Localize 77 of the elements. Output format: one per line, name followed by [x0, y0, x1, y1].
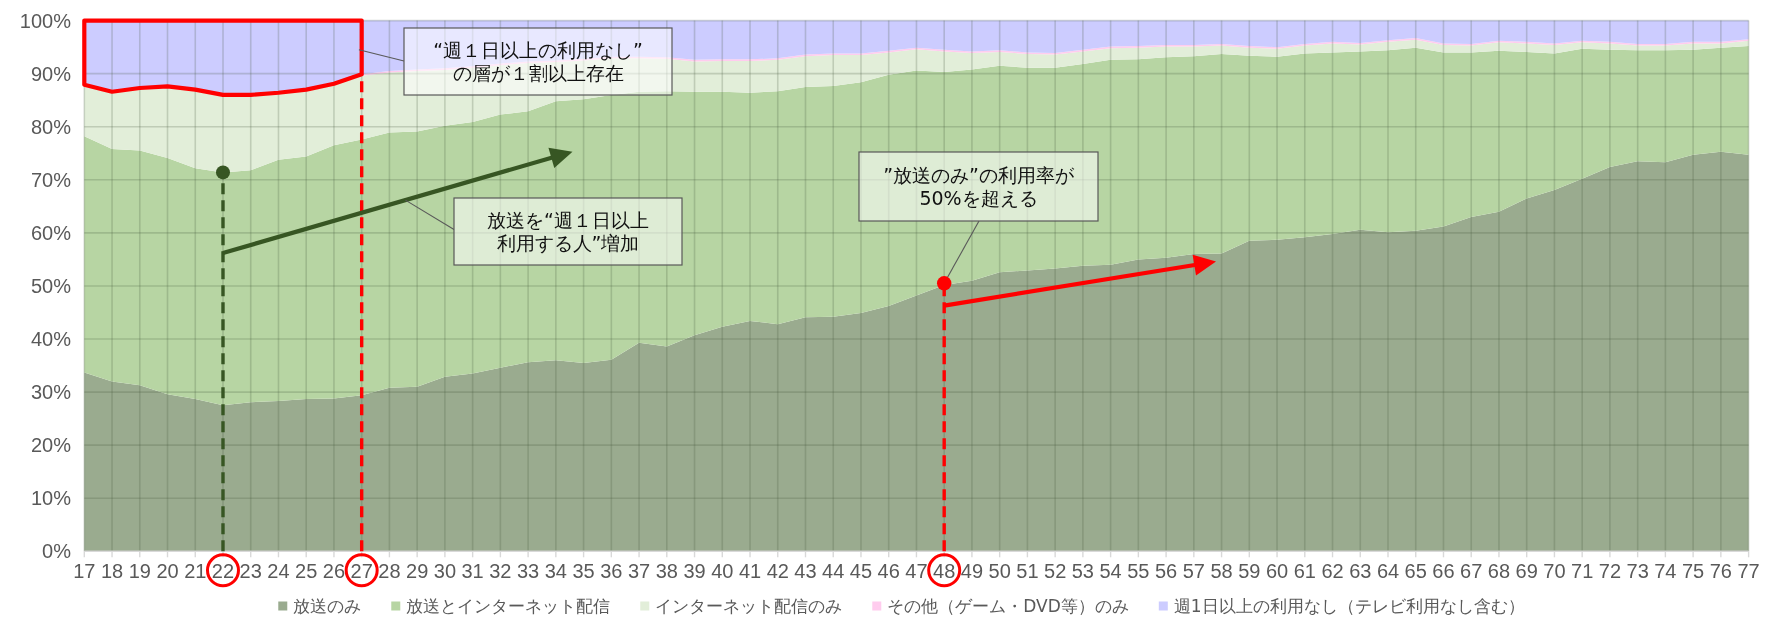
x-tick-label: 43 [794, 560, 817, 583]
x-tick-label: 20 [156, 560, 179, 583]
x-tick-label: 19 [128, 560, 151, 583]
x-tick-label: 55 [1127, 560, 1150, 583]
x-tick-label: 28 [378, 560, 401, 583]
x-tick-label: 37 [627, 560, 651, 583]
x-tick-label: 34 [544, 560, 567, 583]
y-tick-label: 70% [30, 168, 72, 191]
x-tick-label: 57 [1182, 560, 1205, 583]
annotation: “週１日以上の利用なし”の層が１割以上存在 [433, 39, 643, 84]
x-tick-label: 22 [211, 560, 235, 583]
x-tick-label: 18 [100, 560, 124, 583]
x-tick-label: 54 [1099, 560, 1122, 583]
x-tick-label: 64 [1376, 560, 1400, 583]
x-tick-label: 50 [988, 560, 1011, 583]
x-tick-label: 70 [1543, 560, 1566, 583]
x-tick-label: 49 [960, 560, 984, 583]
annotation: ”放送のみ”の利用率が50%を超える [883, 164, 1075, 209]
x-tick-label: 35 [572, 560, 595, 583]
x-tick-label: 42 [766, 560, 789, 583]
x-tick-label: 60 [1265, 560, 1289, 583]
x-tick-label: 23 [239, 560, 262, 583]
x-tick-label: 58 [1210, 560, 1233, 583]
x-tick-label: 24 [267, 560, 290, 583]
x-tick-label: 68 [1487, 560, 1511, 583]
x-tick-label: 65 [1404, 560, 1427, 583]
x-tick-label: 32 [489, 560, 512, 583]
y-tick-label: 100% [19, 9, 72, 32]
y-tick-label: 50% [30, 274, 72, 297]
x-tick-label: 45 [849, 560, 873, 583]
x-tick-label: 63 [1349, 560, 1372, 583]
x-tick-label: 56 [1154, 560, 1178, 583]
x-tick-label: 36 [600, 560, 623, 583]
x-tick-label: 27 [350, 560, 373, 583]
x-tick-label: 38 [655, 560, 678, 583]
x-tick-label: 77 [1737, 560, 1760, 583]
x-tick-label: 74 [1654, 560, 1677, 583]
y-tick-label: 60% [30, 221, 72, 244]
y-tick-label: 80% [30, 115, 72, 138]
x-tick-label: 31 [461, 560, 484, 583]
x-tick-label: 26 [322, 560, 346, 583]
x-tick-label: 17 [73, 560, 96, 583]
y-tick-label: 0% [42, 540, 72, 563]
x-tick-label: 30 [433, 560, 457, 583]
x-tick-label: 75 [1682, 560, 1705, 583]
x-tick-label: 53 [1071, 560, 1095, 583]
x-tick-label: 59 [1238, 560, 1261, 583]
annotation: 放送を“週１日以上利用する人”増加 [487, 209, 649, 254]
y-tick-label: 90% [30, 62, 72, 85]
x-tick-label: 52 [1044, 560, 1067, 583]
x-tick-label: 40 [711, 560, 734, 583]
y-tick-label: 30% [30, 381, 72, 404]
x-tick-label: 67 [1460, 560, 1483, 583]
x-tick-label: 25 [295, 560, 318, 583]
x-tick-label: 72 [1598, 560, 1622, 583]
x-tick-label: 73 [1626, 560, 1649, 583]
x-tick-label: 66 [1432, 560, 1455, 583]
x-tick-label: 71 [1571, 560, 1594, 583]
x-tick-label: 33 [516, 560, 540, 583]
y-tick-label: 10% [30, 487, 72, 510]
x-tick-label: 21 [184, 560, 207, 583]
y-tick-label: 20% [30, 434, 72, 457]
y-tick-label: 40% [30, 328, 72, 351]
x-tick-label: 47 [905, 560, 928, 583]
x-tick-label: 51 [1016, 560, 1039, 583]
x-tick-label: 62 [1321, 560, 1344, 583]
x-tick-label: 29 [406, 560, 429, 583]
annotation: 放送を“週１日以上利用する人”増加 [404, 197, 683, 266]
x-tick-label: 46 [877, 560, 900, 583]
x-tick-label: 61 [1293, 560, 1316, 583]
x-tick-label: 76 [1709, 560, 1732, 583]
x-tick-label: 44 [822, 560, 845, 583]
x-tick-label: 41 [738, 560, 762, 583]
x-tick-label: 69 [1515, 560, 1538, 583]
annotation: “週１日以上の利用なし”の層が１割以上存在 [358, 27, 673, 96]
x-tick-label: 39 [683, 560, 706, 583]
x-tick-label: 48 [933, 560, 956, 583]
